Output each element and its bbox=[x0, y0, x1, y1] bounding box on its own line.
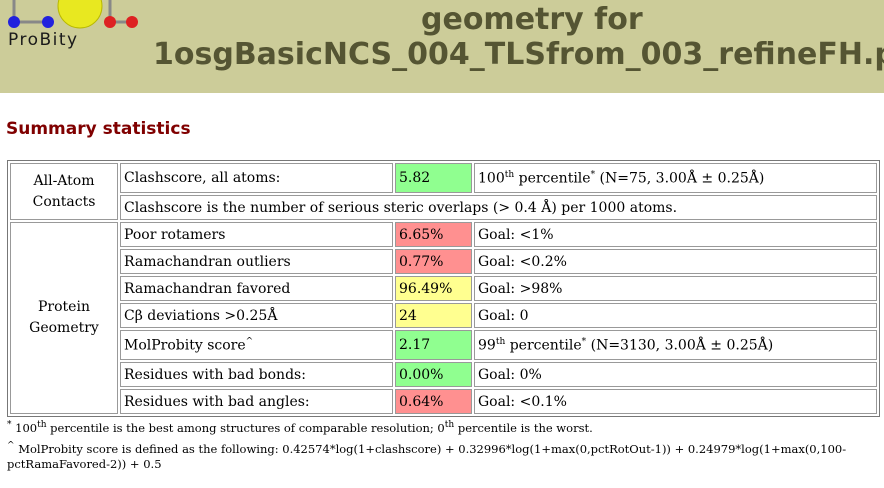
group-label-protein-geometry: Protein Geometry bbox=[10, 222, 118, 414]
page-header: ProBity geometry for 1osgBasicNCS_004_TL… bbox=[0, 0, 884, 93]
table-row-clash-desc: Clashscore is the number of serious ster… bbox=[10, 195, 877, 220]
goal-cell: Goal: 0 bbox=[474, 303, 877, 328]
metric-value: 96.49% bbox=[395, 276, 472, 301]
molecule-logo-icon bbox=[8, 0, 138, 29]
metric-label: Poor rotamers bbox=[120, 222, 393, 247]
metric-label: Ramachandran outliers bbox=[120, 249, 393, 274]
footnote-percentile: * 100th percentile is the best among str… bbox=[7, 420, 593, 435]
table-row-molprobity: MolProbity score^ 2.17 99th percentile* … bbox=[10, 330, 877, 360]
goal-cell: Goal: 0% bbox=[474, 362, 877, 387]
group-label-all-atom: All-Atom Contacts bbox=[10, 163, 118, 220]
metric-label: Cβ deviations >0.25Å bbox=[120, 303, 393, 328]
page-title-line2: 1osgBasicNCS_004_TLSfrom_003_refineFH.pd… bbox=[153, 37, 884, 72]
goal-cell: Goal: <0.2% bbox=[474, 249, 877, 274]
metric-value: 24 bbox=[395, 303, 472, 328]
goal-cell: Goal: >98% bbox=[474, 276, 877, 301]
section-title: Summary statistics bbox=[6, 119, 191, 139]
clashscore-description: Clashscore is the number of serious ster… bbox=[120, 195, 877, 220]
metric-value: 0.64% bbox=[395, 389, 472, 414]
footnote-molprobity-score: ^ MolProbity score is defined as the fol… bbox=[7, 440, 847, 471]
table-row: Residues with bad angles: 0.64% Goal: <0… bbox=[10, 389, 877, 414]
table-row: Ramachandran favored 96.49% Goal: >98% bbox=[10, 276, 877, 301]
table-row: Protein Geometry Poor rotamers 6.65% Goa… bbox=[10, 222, 877, 414]
metric-value: 0.77% bbox=[395, 249, 472, 274]
metric-value: 2.17 bbox=[395, 330, 472, 360]
table-row: Cβ deviations >0.25Å 24 Goal: 0 bbox=[10, 303, 877, 328]
table-row-clashscore: All-Atom Contacts Clashscore, all atoms:… bbox=[10, 163, 877, 220]
metric-label: Ramachandran favored bbox=[120, 276, 393, 301]
metric-label: Residues with bad angles: bbox=[120, 389, 393, 414]
page-title-line1: geometry for bbox=[421, 2, 643, 37]
table-row: Ramachandran outliers 0.77% Goal: <0.2% bbox=[10, 249, 877, 274]
summary-table: All-Atom Contacts Clashscore, all atoms:… bbox=[7, 160, 880, 417]
metric-value: 5.82 bbox=[395, 163, 472, 193]
metric-label: Residues with bad bonds: bbox=[120, 362, 393, 387]
metric-label: MolProbity score^ bbox=[120, 330, 393, 360]
metric-label: Clashscore, all atoms: bbox=[120, 163, 393, 193]
percentile-cell: 100th percentile* (N=75, 3.00Å ± 0.25Å) bbox=[474, 163, 877, 193]
molprobity-logo[interactable]: ProBity bbox=[0, 0, 145, 60]
metric-value: 0.00% bbox=[395, 362, 472, 387]
goal-cell: Goal: <0.1% bbox=[474, 389, 877, 414]
goal-cell: Goal: <1% bbox=[474, 222, 877, 247]
footnotes: * 100th percentile is the best among str… bbox=[7, 418, 877, 475]
logo-text: ProBity bbox=[8, 30, 79, 50]
table-row: Residues with bad bonds: 0.00% Goal: 0% bbox=[10, 362, 877, 387]
metric-value: 6.65% bbox=[395, 222, 472, 247]
percentile-cell: 99th percentile* (N=3130, 3.00Å ± 0.25Å) bbox=[474, 330, 877, 360]
